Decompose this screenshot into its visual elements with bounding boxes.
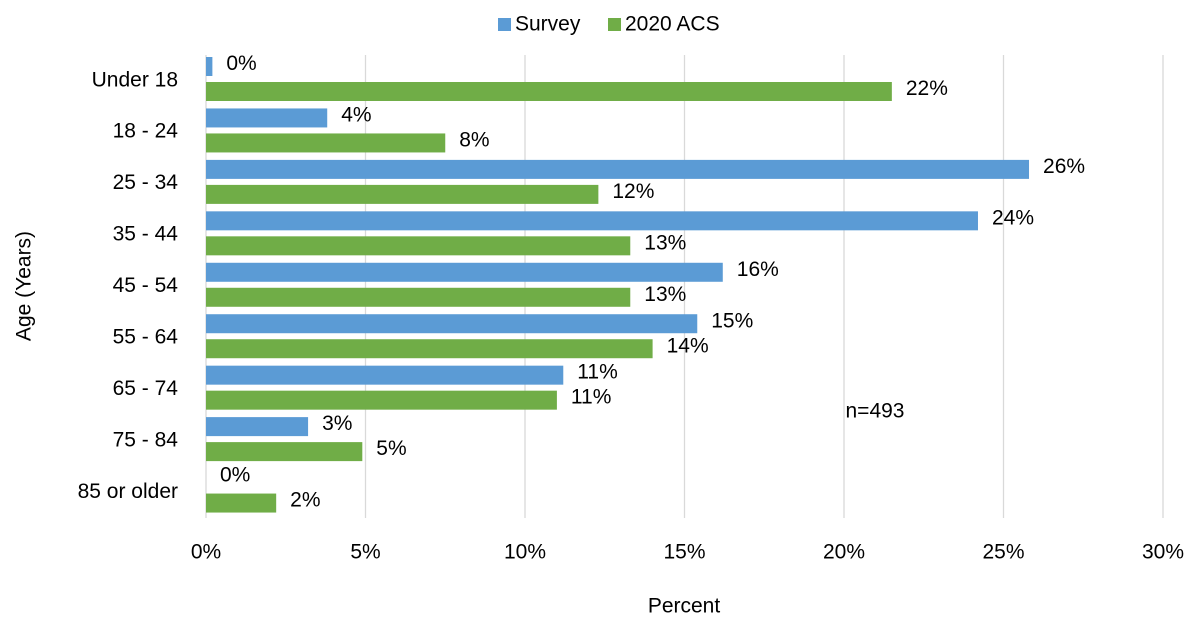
legend-label: 2020 ACS (625, 13, 720, 36)
x-tick-label: 15% (663, 541, 705, 564)
bar (206, 493, 277, 513)
x-tick-label: 5% (350, 541, 380, 564)
y-tick-label: Under 18 (92, 68, 178, 91)
data-label: 24% (992, 206, 1034, 229)
x-tick-label: 30% (1142, 541, 1184, 564)
data-label: 2% (290, 489, 320, 512)
data-label: 8% (459, 128, 489, 151)
bar (206, 287, 631, 307)
y-tick-label: 18 - 24 (113, 120, 179, 143)
bar (206, 108, 328, 128)
annotation: n=493 (846, 400, 905, 423)
bar (206, 442, 363, 462)
bar (206, 82, 892, 101)
x-tick-label: 10% (504, 541, 546, 564)
legend-swatch (608, 18, 621, 31)
bar (206, 417, 309, 437)
bar (206, 133, 446, 153)
y-tick-label: 45 - 54 (113, 274, 179, 297)
legend-label: Survey (515, 13, 581, 36)
data-label: 15% (711, 309, 753, 332)
bar (206, 211, 978, 231)
data-label: 13% (644, 231, 686, 254)
data-label: 22% (906, 77, 948, 100)
bar (206, 314, 698, 334)
data-label: 26% (1043, 155, 1085, 178)
data-label: 3% (322, 412, 352, 435)
data-label: 5% (376, 437, 406, 460)
x-tick-label: 20% (823, 541, 865, 564)
data-label: 0% (226, 52, 256, 75)
data-label: 0% (220, 464, 250, 487)
bar (206, 339, 653, 359)
data-label: 11% (577, 361, 617, 384)
bar (206, 57, 213, 76)
x-tick-label: 25% (982, 541, 1024, 564)
bar (206, 390, 557, 410)
y-tick-label: 75 - 84 (113, 428, 179, 451)
bar (206, 262, 723, 282)
y-tick-label: 55 - 64 (113, 325, 179, 348)
data-label: 11% (571, 386, 611, 409)
data-label: 4% (341, 103, 371, 126)
y-tick-label: 85 or older (78, 480, 178, 503)
x-axis-title: Percent (648, 595, 721, 617)
data-label: 14% (667, 334, 709, 357)
data-label: 16% (737, 258, 779, 281)
x-tick-label: 0% (191, 541, 221, 564)
data-label: 13% (644, 283, 686, 306)
bar (206, 184, 599, 204)
y-axis-title: Age (Years) (13, 231, 36, 341)
legend-swatch (498, 18, 511, 31)
bar (206, 236, 631, 256)
bar (206, 365, 564, 385)
data-label: 12% (612, 180, 654, 203)
bar (206, 159, 1030, 179)
y-tick-label: 65 - 74 (113, 377, 179, 400)
y-tick-label: 25 - 34 (113, 171, 179, 194)
y-tick-label: 35 - 44 (113, 223, 179, 246)
